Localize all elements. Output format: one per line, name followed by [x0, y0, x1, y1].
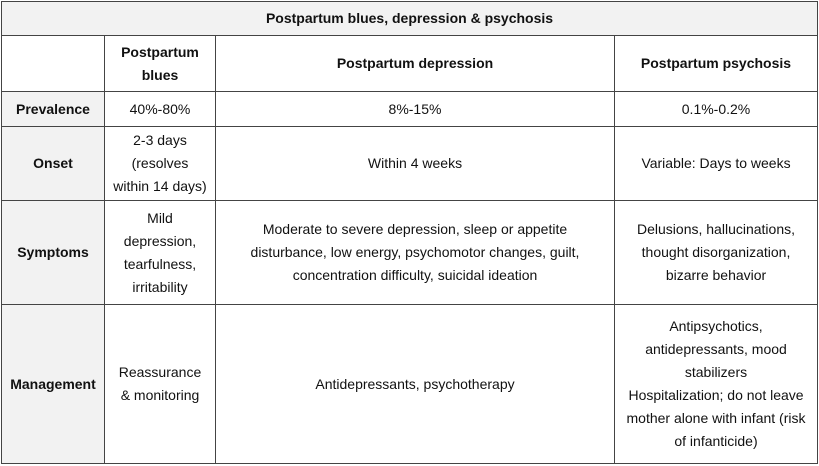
cell-line: Reassurance: [118, 364, 202, 380]
onset-depression: Within 4 weeks: [215, 126, 615, 201]
cell-line: & monitoring: [120, 387, 200, 403]
cell-line: thought disorganization,: [641, 244, 791, 260]
row-onset: Onset 2-3 days (resolves within 14 days)…: [1, 126, 819, 201]
symptoms-blues: Mild depression, tearfulness, irritabili…: [104, 200, 216, 305]
prevalence-psychosis: 0.1%-0.2%: [613, 91, 819, 127]
onset-blues: 2-3 days (resolves within 14 days): [104, 126, 216, 201]
cell-line: within 14 days): [113, 178, 207, 194]
cell-line: concentration difficulty, suicidal ideat…: [292, 267, 538, 283]
cell-line: 40%-80%: [129, 100, 191, 117]
cell-line: 0.1%-0.2%: [681, 100, 751, 117]
cell-line: Hospitalization; do not leave: [628, 387, 804, 403]
cell-line: tearfulness,: [123, 255, 197, 272]
cell-line: depression,: [123, 232, 197, 249]
row-prevalence: Prevalence 40%-80% 8%-15% 0.1%-0.2%: [1, 91, 819, 127]
cell-line: Moderate to severe depression, sleep or …: [262, 221, 568, 237]
cell-line: stabilizers: [684, 364, 748, 380]
row-label-management: Management: [1, 304, 105, 464]
cell-line: of infanticide): [674, 433, 758, 449]
prevalence-depression: 8%-15%: [215, 91, 615, 127]
header-blues-line: blues: [141, 66, 179, 83]
cell-line: Mild: [147, 209, 173, 226]
cell-line: Antipsychotics,: [669, 318, 763, 334]
row-label-onset: Onset: [1, 126, 105, 201]
management-blues: Reassurance & monitoring: [104, 304, 216, 464]
onset-psychosis: Variable: Days to weeks: [613, 126, 819, 201]
cell-line: antidepressants, mood: [645, 341, 787, 357]
symptoms-depression: Moderate to severe depression, sleep or …: [215, 200, 615, 305]
header-postpartum-psychosis: Postpartum psychosis: [613, 35, 819, 92]
management-depression: Antidepressants, psychotherapy: [215, 304, 615, 464]
cell-line: disturbance, low energy, psychomotor cha…: [250, 244, 580, 260]
title-row: Postpartum blues, depression & psychosis: [0, 1, 819, 36]
table-title: Postpartum blues, depression & psychosis: [0, 1, 819, 36]
row-label-prevalence: Prevalence: [1, 91, 105, 127]
cell-line: Delusions, hallucinations,: [637, 221, 795, 237]
header-row: Postpartum blues Postpartum depression P…: [1, 35, 819, 92]
cell-line: Within 4 weeks: [367, 155, 463, 171]
prevalence-blues: 40%-80%: [104, 91, 216, 127]
cell-line: (resolves: [131, 155, 189, 171]
symptoms-psychosis: Delusions, hallucinations, thought disor…: [613, 200, 819, 305]
header-empty-cell: [1, 35, 105, 92]
management-psychosis: Antipsychotics, antidepressants, mood st…: [613, 304, 819, 464]
cell-line: Antidepressants, psychotherapy: [315, 375, 515, 392]
cell-line: mother alone with infant (risk: [626, 410, 806, 426]
cell-line: 2-3 days: [133, 132, 187, 148]
row-symptoms: Symptoms Mild depression, tearfulness, i…: [1, 200, 819, 305]
row-label-symptoms: Symptoms: [1, 200, 105, 305]
header-postpartum-depression: Postpartum depression: [215, 35, 615, 92]
header-blues-line: Postpartum: [121, 43, 199, 60]
row-management: Management Reassurance & monitoring Anti…: [1, 304, 819, 464]
cell-line: 8%-15%: [388, 100, 442, 117]
cell-line: irritability: [132, 278, 188, 295]
cell-line: Variable: Days to weeks: [641, 155, 791, 171]
header-postpartum-blues: Postpartum blues: [104, 35, 216, 92]
cell-line: bizarre behavior: [665, 267, 767, 283]
